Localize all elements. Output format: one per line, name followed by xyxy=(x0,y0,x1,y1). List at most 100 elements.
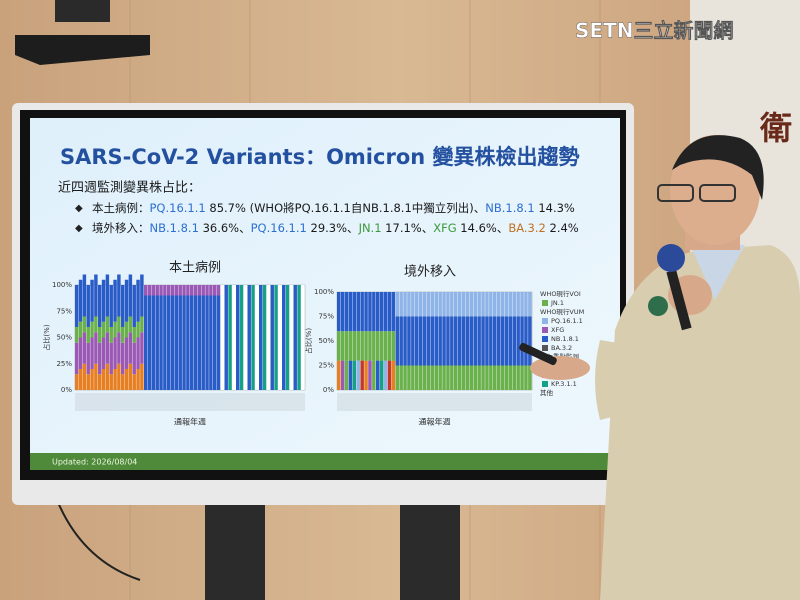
bar-segment xyxy=(340,292,345,332)
bar-segment xyxy=(278,285,282,390)
bar-segment xyxy=(379,331,384,361)
bar-segment xyxy=(274,285,278,390)
y-tick-label: 75% xyxy=(56,307,72,315)
bar-segment xyxy=(121,374,125,390)
bar-segment xyxy=(395,365,400,390)
bar-segment xyxy=(121,342,125,375)
bar-segment xyxy=(352,331,357,361)
bar-segment xyxy=(297,285,301,390)
charts: 本土病例 100% 75% 50% 25% 0% 占比(%) 通報年週 境外移入 100% 75% 5… xyxy=(42,261,533,427)
y-tick-label: 0% xyxy=(323,386,334,394)
bar-segment xyxy=(418,292,423,317)
bar-segment xyxy=(182,285,186,296)
bar-segment xyxy=(301,285,305,390)
bar-segment xyxy=(147,295,152,390)
bar-segment xyxy=(337,331,341,361)
bar-segment xyxy=(109,342,113,375)
bar-segment xyxy=(205,295,209,390)
bar-segment xyxy=(186,295,190,390)
bar-segment xyxy=(352,292,357,332)
bar-segment xyxy=(477,316,481,366)
bar-segment xyxy=(383,292,388,332)
bar-segment xyxy=(516,292,520,317)
bar-segment xyxy=(446,316,450,366)
bar-segment xyxy=(368,331,372,361)
bar-segment xyxy=(481,292,485,317)
bar-segment xyxy=(113,279,117,322)
cable xyxy=(54,494,141,581)
bar-segment xyxy=(457,292,462,317)
bar-segment xyxy=(524,316,528,366)
bar-segment xyxy=(209,295,213,390)
bar-segment xyxy=(232,285,236,390)
bar-segment xyxy=(508,292,513,317)
bar-segment xyxy=(117,274,121,317)
bar-segment xyxy=(82,274,87,317)
bar-segment xyxy=(193,295,198,390)
bar-segment xyxy=(500,292,505,317)
bar-segment xyxy=(407,292,411,317)
bar-segment xyxy=(469,292,474,317)
bar-segment xyxy=(516,365,520,390)
bar-segment xyxy=(201,285,205,296)
legend-label: 其他 xyxy=(540,388,554,397)
bar-segment xyxy=(496,316,501,366)
bar-segment xyxy=(337,292,341,332)
bar-segment xyxy=(213,295,217,390)
line-segment: XFG xyxy=(433,221,456,235)
bar-segment xyxy=(90,369,94,390)
bar-segment xyxy=(186,285,190,296)
bar-segment xyxy=(113,337,117,369)
bar-segment xyxy=(78,337,83,369)
bar-segment xyxy=(504,292,509,317)
bar-segment xyxy=(159,285,163,296)
bar-segment xyxy=(101,321,106,338)
bar-segment xyxy=(147,285,152,296)
bar-segment xyxy=(113,321,117,338)
bar-segment xyxy=(82,332,87,364)
bar-segment xyxy=(337,360,341,390)
bar-segment xyxy=(504,316,509,366)
bar-segment xyxy=(407,365,411,390)
line-segment: 29.3%、 xyxy=(307,221,359,235)
bar-segment xyxy=(243,285,248,390)
logo: SETN三立新聞網 xyxy=(575,19,733,43)
bar-segment xyxy=(266,285,271,390)
bar-segment xyxy=(457,365,462,390)
bar-segment xyxy=(422,292,427,317)
bar-segment xyxy=(109,374,113,390)
bar-segment xyxy=(391,292,396,332)
bar-segment xyxy=(454,365,458,390)
x-tick-labels xyxy=(337,393,532,411)
bar-segment xyxy=(109,327,113,343)
bar-segment xyxy=(340,331,345,361)
bar-segment xyxy=(132,327,136,343)
bar-segment xyxy=(446,365,450,390)
bar-segment xyxy=(422,316,427,366)
bar-segment xyxy=(90,279,94,322)
bar-segment xyxy=(504,365,509,390)
line-segment: PQ.16.1.1 xyxy=(150,201,206,215)
bar-segment xyxy=(128,316,133,333)
bar-segment xyxy=(128,363,133,390)
line-segment: 本土病例： xyxy=(92,201,150,215)
bar-segment xyxy=(151,295,156,390)
bar-segment xyxy=(438,365,442,390)
bar-segment xyxy=(376,292,380,332)
bar-segment xyxy=(473,316,478,366)
bar-segment xyxy=(477,292,481,317)
bar-segment xyxy=(454,316,458,366)
bar-segment xyxy=(136,321,140,338)
bar-segment xyxy=(255,285,259,390)
bar-segment xyxy=(201,295,205,390)
bar-segment xyxy=(426,365,431,390)
bar-segment xyxy=(285,285,290,390)
bar-segment xyxy=(78,321,83,338)
bar-segment xyxy=(82,363,87,390)
bar-segment xyxy=(262,285,267,390)
bar-segment xyxy=(105,363,110,390)
bar-segment xyxy=(109,285,113,327)
bar-segment xyxy=(190,295,194,390)
chart-title: 境外移入 xyxy=(404,265,456,280)
y-axis-label: 占比(%) xyxy=(304,328,313,354)
